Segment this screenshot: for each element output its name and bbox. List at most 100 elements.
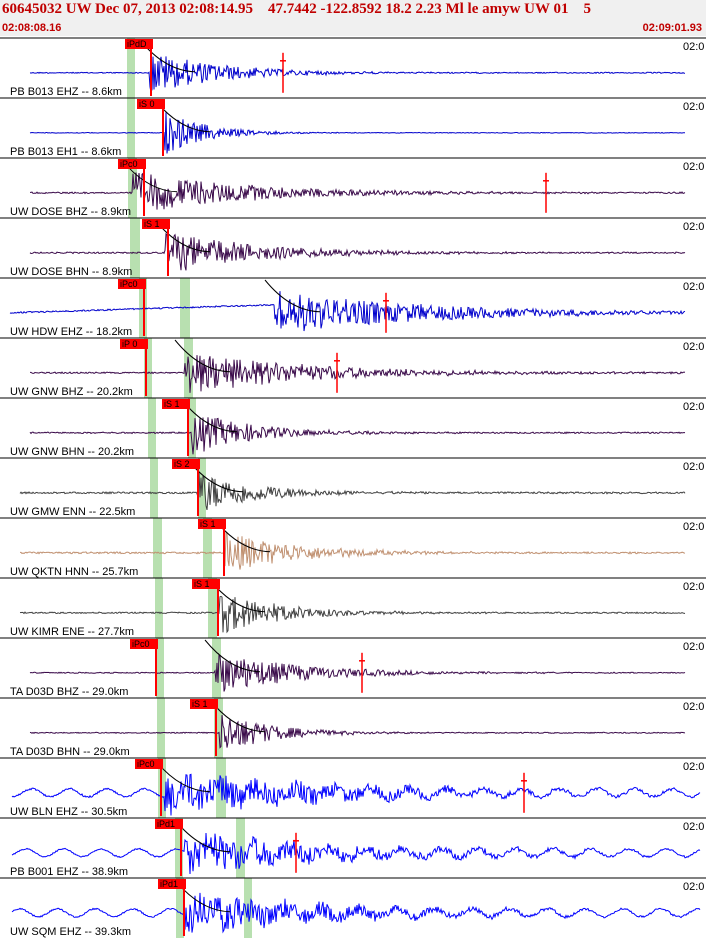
waveform <box>19 595 686 634</box>
theoretical-arrival-band <box>127 98 135 158</box>
phase-pick-label: iPc0 <box>132 639 150 649</box>
trace-row[interactable]: 02:0 iPdD PB B013 EHZ -- 8.6km <box>0 37 706 98</box>
waveform <box>29 417 686 455</box>
phase-pick-label: iPd1 <box>160 879 178 889</box>
phase-pick-box[interactable] <box>125 39 153 49</box>
phase-pick-box[interactable] <box>198 519 226 529</box>
trace-row[interactable]: 02:0 iPd1 UW SQM EHZ -- 39.3km <box>0 877 706 938</box>
phase-pick-label: iS 2 <box>174 459 190 469</box>
phase-pick-label: iS 1 <box>164 399 180 409</box>
station-label: TA D03D BHZ -- 29.0km <box>10 686 128 698</box>
clock-label: 02:0 <box>683 701 704 713</box>
theoretical-arrival-band <box>155 578 163 638</box>
clock-label: 02:0 <box>683 521 704 533</box>
trace-row[interactable]: 02:0 iPc0 UW BLN EHZ -- 30.5km <box>0 757 706 818</box>
theoretical-arrival-band <box>130 218 140 278</box>
theoretical-arrival-band <box>127 38 135 98</box>
clock-label: 02:0 <box>683 401 704 413</box>
phase-pick-box[interactable] <box>155 819 183 829</box>
waveform <box>20 530 686 570</box>
waveform <box>29 232 686 271</box>
station-label: UW DOSE BHN -- 8.9km <box>10 266 132 278</box>
coda-curve <box>264 279 321 313</box>
trace-row[interactable]: 02:0 iP 0 UW GNW BHZ -- 20.2km <box>0 337 706 398</box>
phase-pick-box[interactable] <box>118 159 146 169</box>
waveform <box>11 892 701 934</box>
phase-pick-box[interactable] <box>192 579 220 589</box>
waveform <box>29 715 686 749</box>
phase-pick-box[interactable] <box>190 699 218 709</box>
station-label: UW HDW EHZ -- 18.2km <box>10 326 132 338</box>
trace-row[interactable]: 02:0 iS 1 UW GNW BHN -- 20.2km <box>0 397 706 458</box>
theoretical-arrival-band <box>156 638 164 698</box>
trace-row[interactable]: 02:0 iS 0 PB B013 EH1 -- 8.6km <box>0 97 706 158</box>
theoretical-arrival-band <box>144 338 152 398</box>
clock-label: 02:0 <box>683 161 704 173</box>
phase-pick-label: iPd1 <box>157 819 175 829</box>
phase-pick-label: iS 1 <box>144 219 160 229</box>
trace-row[interactable]: 02:0 iS 1 UW KIMR ENE -- 27.7km <box>0 577 706 638</box>
phase-pick-box[interactable] <box>142 219 170 229</box>
trace-row[interactable]: 02:0 iPc0 UW HDW EHZ -- 18.2km <box>0 277 706 338</box>
trace-row[interactable]: 02:0 iPd1 PB B001 EHZ -- 38.9km <box>0 817 706 878</box>
clock-label: 02:0 <box>683 341 704 353</box>
clock-label: 02:0 <box>683 581 704 593</box>
phase-pick-label: iS 1 <box>192 699 208 709</box>
phase-pick-box[interactable] <box>172 459 200 469</box>
trace-row[interactable]: 02:0 iS 1 UW QKTN HNN -- 25.7km <box>0 517 706 578</box>
station-label: UW GMW ENN -- 22.5km <box>10 506 135 518</box>
theoretical-arrival-band <box>214 698 223 758</box>
waveform <box>11 773 701 816</box>
theoretical-arrival-band <box>157 698 165 758</box>
waveform <box>30 355 686 393</box>
station-label: PB B013 EH1 -- 8.6km <box>10 146 121 158</box>
waveform <box>9 291 686 332</box>
phase-pick-box[interactable] <box>158 879 186 889</box>
clock-label: 02:0 <box>683 761 704 773</box>
phase-pick-box[interactable] <box>130 639 158 649</box>
station-label: TA D03D BHN -- 29.0km <box>10 746 130 758</box>
station-label: UW DOSE BHZ -- 8.9km <box>10 206 131 218</box>
phase-pick-label: iS 0 <box>139 99 155 109</box>
trace-row[interactable]: 02:0 iS 1 TA D03D BHN -- 29.0km <box>0 697 706 758</box>
clock-label: 02:0 <box>683 821 704 833</box>
station-label: UW BLN EHZ -- 30.5km <box>10 806 127 818</box>
theoretical-arrival-band <box>150 458 158 518</box>
waveform <box>29 56 685 93</box>
station-label: PB B013 EHZ -- 8.6km <box>10 86 122 98</box>
window-end-time: 02:09:01.93 <box>642 22 702 34</box>
coda-curve <box>204 639 261 673</box>
clock-label: 02:0 <box>683 41 704 53</box>
phase-pick-box[interactable] <box>135 759 163 769</box>
phase-pick-box[interactable] <box>120 339 148 349</box>
event-header: 60645032 UW Dec 07, 2013 02:08:14.95 47.… <box>0 0 706 36</box>
theoretical-arrival-band <box>153 518 162 578</box>
station-label: UW QKTN HNN -- 25.7km <box>10 566 138 578</box>
phase-pick-label: iS 1 <box>200 519 216 529</box>
waveform <box>19 471 686 511</box>
trace-row[interactable]: 02:0 iS 1 UW DOSE BHN -- 8.9km <box>0 217 706 278</box>
theoretical-arrival-band <box>203 518 212 578</box>
window-start-time: 02:08:08.16 <box>2 22 62 34</box>
phase-pick-label: iPc0 <box>120 159 138 169</box>
phase-pick-label: iS 1 <box>194 579 210 589</box>
theoretical-arrival-band <box>180 278 190 338</box>
event-title: 60645032 UW Dec 07, 2013 02:08:14.95 47.… <box>2 1 591 17</box>
station-label: UW GNW BHN -- 20.2km <box>10 446 134 458</box>
station-label: UW KIMR ENE -- 27.7km <box>10 626 134 638</box>
theoretical-arrival-band <box>208 578 217 638</box>
trace-row[interactable]: 02:0 iPc0 UW DOSE BHZ -- 8.9km <box>0 157 706 218</box>
station-label: PB B001 EHZ -- 38.9km <box>10 866 128 878</box>
waveform <box>29 112 686 154</box>
phase-pick-box[interactable] <box>162 399 190 409</box>
trace-row[interactable]: 02:0 iPc0 TA D03D BHZ -- 29.0km <box>0 637 706 698</box>
trace-row[interactable]: 02:0 iS 2 UW GMW ENN -- 22.5km <box>0 457 706 518</box>
station-label: UW SQM EHZ -- 39.3km <box>10 926 131 938</box>
waveform <box>29 652 686 692</box>
theoretical-arrival-band <box>175 818 183 878</box>
phase-pick-box[interactable] <box>137 99 165 109</box>
clock-label: 02:0 <box>683 461 704 473</box>
clock-label: 02:0 <box>683 221 704 233</box>
phase-pick-box[interactable] <box>118 279 146 289</box>
